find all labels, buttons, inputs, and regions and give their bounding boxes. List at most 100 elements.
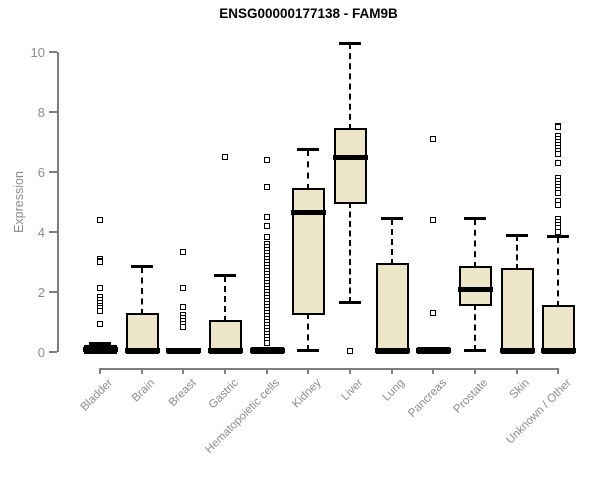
outlier-point (263, 234, 270, 241)
median-lung (374, 347, 410, 353)
median-pancreas (416, 348, 452, 354)
x-tick-label-kidney: Kidney (290, 377, 324, 411)
upper-whisker (223, 275, 226, 322)
upper-whisker-cap (338, 41, 361, 45)
x-tick (223, 368, 226, 374)
upper-whisker-cap (380, 217, 403, 220)
outlier-point (97, 321, 103, 328)
outlier-point (263, 184, 270, 190)
y-tick (49, 231, 57, 233)
upper-whisker (557, 236, 560, 307)
outlier-point (180, 284, 187, 291)
box-kidney (292, 188, 326, 315)
upper-whisker-cap (89, 342, 111, 346)
median-brain (124, 348, 160, 353)
y-tick-label: 0 (37, 344, 45, 360)
x-tick (390, 368, 393, 374)
outlier-point (221, 154, 228, 160)
outlier-point (180, 324, 187, 331)
outlier-point (555, 124, 562, 130)
outlier-point (180, 304, 187, 310)
x-tick-label-liver: Liver (339, 377, 366, 404)
lower-whisker-cap (338, 301, 361, 304)
median-breast (166, 348, 202, 354)
outlier-point (555, 190, 562, 196)
outlier-point (97, 217, 103, 223)
x-tick-label-hematopoietic-cells: Hematopoietic cells (203, 377, 283, 456)
outlier-point (263, 340, 270, 346)
box-liver (333, 128, 367, 204)
upper-whisker-cap (463, 217, 486, 220)
outlier-point (555, 151, 562, 157)
upper-whisker (473, 218, 476, 268)
outlier-point (263, 214, 270, 220)
median-hematopoietic-cells (249, 348, 285, 354)
x-tick-label-prostate: Prostate (451, 377, 491, 416)
x-tick (265, 368, 268, 374)
upper-whisker-cap (213, 274, 236, 277)
outlier-point (430, 310, 437, 316)
lower-whisker (473, 304, 476, 351)
x-tick (99, 368, 101, 374)
outlier-point (180, 248, 187, 255)
y-tick-label: 2 (37, 284, 45, 300)
outlier-point (555, 229, 562, 235)
outlier-point (263, 223, 270, 229)
lower-whisker (348, 202, 351, 303)
outlier-point (555, 160, 562, 166)
x-tick (182, 368, 185, 374)
x-tick (348, 368, 351, 374)
box-skin (500, 267, 534, 354)
box-unknown-other (542, 305, 576, 354)
y-tick-label: 4 (37, 224, 45, 240)
median-gastric (207, 348, 243, 353)
box-brain (125, 312, 159, 354)
median-bladder (83, 347, 118, 353)
x-tick-label-pancreas: Pancreas (405, 377, 449, 420)
x-tick-label-brain: Brain (129, 377, 158, 405)
lower-whisker-cap (297, 349, 320, 352)
y-tick-label: 8 (37, 104, 45, 120)
outlier-point (97, 307, 103, 314)
upper-whisker (515, 235, 518, 270)
x-tick-label-breast: Breast (166, 377, 199, 409)
y-tick-label: 10 (30, 44, 45, 60)
x-tick-label-skin: Skin (507, 377, 533, 402)
y-tick (49, 51, 57, 53)
x-tick (140, 368, 143, 374)
outlier-point (263, 157, 270, 163)
median-prostate (457, 286, 493, 292)
x-tick-label-lung: Lung (380, 377, 408, 404)
x-tick (557, 368, 560, 374)
outlier-point (430, 136, 437, 142)
lower-whisker (307, 313, 310, 351)
outlier-point (97, 284, 103, 291)
outlier-point (97, 259, 103, 265)
y-tick (49, 291, 57, 293)
y-tick (49, 351, 57, 353)
upper-whisker-cap (505, 233, 528, 237)
median-skin (499, 348, 535, 353)
x-tick-label-bladder: Bladder (78, 377, 116, 414)
outlier-point (555, 202, 562, 208)
y-tick (49, 171, 57, 173)
upper-whisker (140, 266, 143, 315)
upper-whisker (307, 149, 310, 190)
upper-whisker (390, 218, 393, 265)
box-lung (375, 263, 409, 354)
upper-whisker (348, 43, 351, 130)
x-axis-line (99, 368, 560, 370)
y-tick-label: 6 (37, 164, 45, 180)
outlier-point (430, 217, 437, 223)
lower-whisker-cap (463, 349, 486, 352)
chart-title: ENSG00000177138 - FAM9B (219, 6, 398, 21)
box-prostate (458, 266, 492, 306)
x-tick (515, 368, 518, 374)
median-unknown-other (541, 348, 577, 353)
upper-whisker-cap (547, 235, 570, 238)
outlier-point (346, 347, 353, 354)
median-liver (332, 154, 368, 160)
upper-whisker-cap (130, 265, 153, 268)
y-tick (49, 111, 57, 113)
